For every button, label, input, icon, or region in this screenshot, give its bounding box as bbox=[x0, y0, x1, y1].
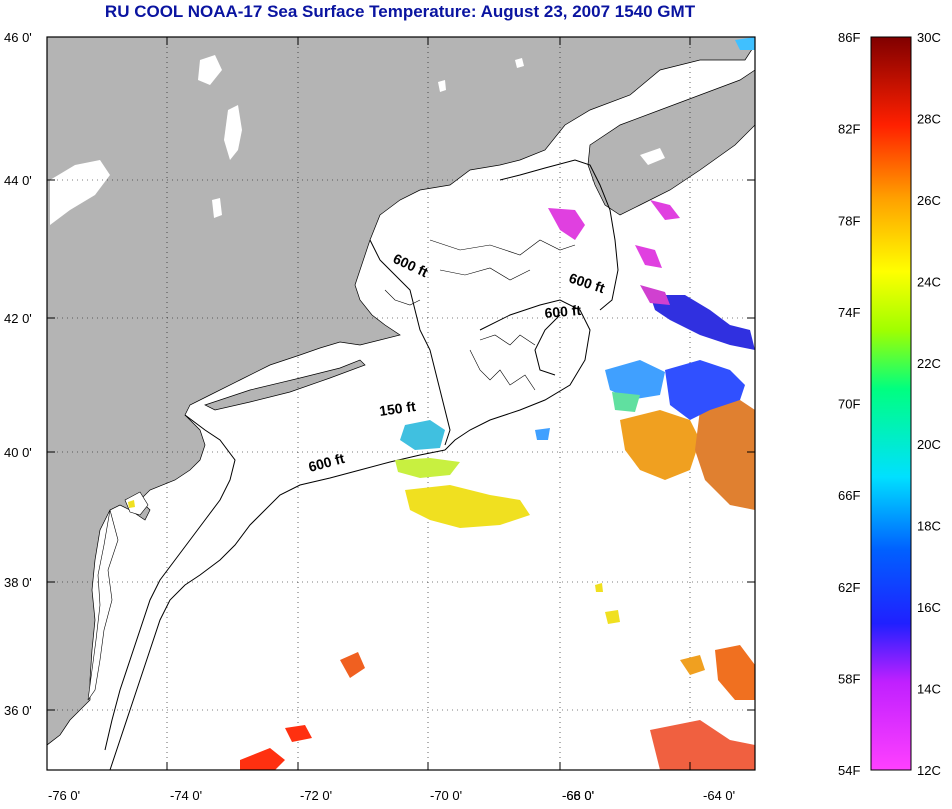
colorbar-label-c: 18C bbox=[917, 519, 941, 534]
lat-tick-label: 46 0' bbox=[4, 30, 32, 45]
colorbar-labels: 86F 82F 78F 74F 70F 66F 62F 58F 54F 30C 28C 26C 24C 2… bbox=[838, 30, 941, 778]
colorbar-label-f: 54F bbox=[838, 763, 860, 778]
lake bbox=[212, 198, 222, 218]
lat-tick-label: 44 0' bbox=[4, 173, 32, 188]
colorbar-label-f: 58F bbox=[838, 671, 860, 686]
sst-patch-magenta bbox=[635, 245, 662, 268]
sst-patch-warm bbox=[695, 400, 755, 510]
sst-patch-warm bbox=[340, 652, 365, 678]
colorbar-label-c: 24C bbox=[917, 274, 941, 289]
sst-patch-cold bbox=[650, 295, 755, 350]
lake bbox=[640, 148, 665, 165]
lat-tick-label: 38 0' bbox=[4, 575, 32, 590]
sst-patch-warm bbox=[395, 458, 460, 478]
colorbar-label-f: 66F bbox=[838, 488, 860, 503]
lon-tick-label: -72 0' bbox=[300, 788, 332, 803]
sst-patch-cool bbox=[612, 392, 640, 412]
lake bbox=[438, 80, 446, 92]
lat-tick-label: 42 0' bbox=[4, 311, 32, 326]
lon-tick-label: -68 0' bbox=[562, 788, 594, 803]
colorbar-label-c: 22C bbox=[917, 356, 941, 371]
contour-label: 600 ft bbox=[544, 302, 582, 321]
lon-tick-label: -70 0' bbox=[430, 788, 462, 803]
sst-patch-cool bbox=[535, 428, 550, 440]
colorbar-label-f: 78F bbox=[838, 213, 860, 228]
sst-patches bbox=[128, 37, 755, 770]
bathymetry-contours bbox=[104, 159, 619, 771]
colorbar-label-f: 86F bbox=[838, 30, 860, 45]
colorbar-label-c: 16C bbox=[917, 600, 941, 615]
colorbar-label-c: 26C bbox=[917, 193, 941, 208]
lat-tick-label: 36 0' bbox=[4, 703, 32, 718]
chesapeake-bay bbox=[87, 509, 119, 701]
sst-patch-cool bbox=[400, 420, 445, 450]
land-nova-scotia bbox=[587, 69, 755, 216]
colorbar-label-f: 82F bbox=[838, 122, 860, 137]
colorbar-label-f: 70F bbox=[838, 397, 860, 412]
land-long-island bbox=[204, 359, 366, 411]
lon-tick-label: -66 0' bbox=[562, 788, 594, 803]
colorbar-label-c: 20C bbox=[917, 437, 941, 452]
lake bbox=[515, 58, 524, 68]
land-us-mainland bbox=[47, 37, 755, 746]
sst-patch-warm bbox=[595, 583, 603, 592]
lon-tick-label: -64 0' bbox=[703, 788, 735, 803]
sst-patch-warm bbox=[650, 720, 755, 770]
lake bbox=[50, 160, 110, 225]
lat-tick-label: 40 0' bbox=[4, 445, 32, 460]
contour-label: 150 ft bbox=[378, 398, 417, 419]
map-frame bbox=[46, 36, 756, 771]
sst-patch-warm bbox=[405, 485, 530, 528]
gulf-maine-detail bbox=[384, 239, 576, 391]
sst-patch-warm bbox=[240, 748, 285, 770]
sst-patch-warm bbox=[285, 725, 312, 742]
sst-patch-magenta bbox=[548, 208, 585, 240]
lon-tick-label: -74 0' bbox=[170, 788, 202, 803]
colorbar-label-c: 12C bbox=[917, 763, 941, 778]
tick-marks bbox=[47, 36, 755, 770]
colorbar-label-c: 30C bbox=[917, 30, 941, 45]
sst-patch-warm bbox=[715, 645, 755, 700]
sst-patch-warm bbox=[605, 610, 620, 624]
sst-patch-magenta bbox=[650, 200, 680, 220]
sst-patch-cool bbox=[735, 37, 755, 50]
sst-patch-warm bbox=[620, 410, 700, 480]
lake bbox=[224, 105, 242, 160]
colorbar bbox=[870, 36, 912, 771]
colorbar-label-c: 14C bbox=[917, 682, 941, 697]
map-title: RU COOL NOAA-17 Sea Surface Temperature:… bbox=[104, 2, 696, 21]
colorbar-label-f: 74F bbox=[838, 305, 860, 320]
sst-patch-cold bbox=[665, 360, 745, 420]
lake bbox=[198, 55, 222, 85]
colorbar-label-f: 62F bbox=[838, 580, 860, 595]
sst-patch-warm bbox=[128, 500, 135, 508]
colorbar-label-c: 28C bbox=[917, 111, 941, 126]
sst-patch-warm bbox=[680, 655, 705, 675]
delaware-bay bbox=[124, 491, 149, 516]
sst-patch-magenta bbox=[640, 285, 670, 305]
lon-tick-label: -76 0' bbox=[48, 788, 80, 803]
sst-patch-cool bbox=[605, 360, 665, 400]
